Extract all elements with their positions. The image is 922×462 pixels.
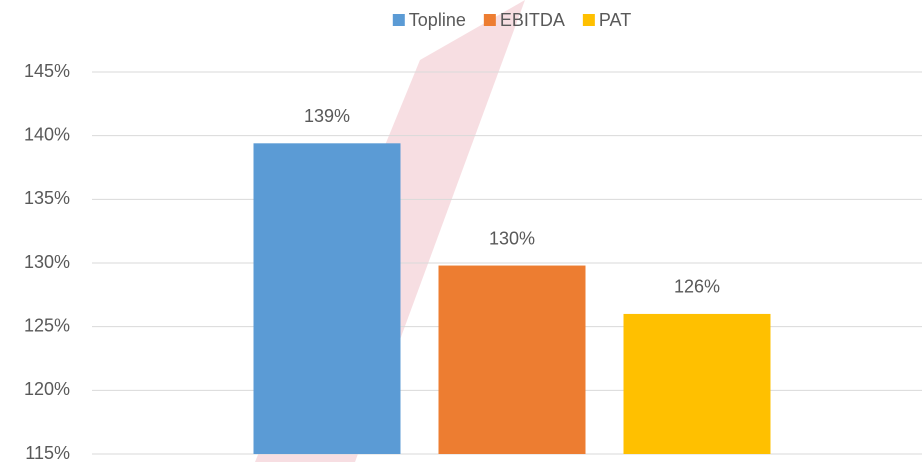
legend-swatch (483, 14, 496, 26)
legend-label: Topline (409, 10, 466, 30)
bar (438, 265, 586, 454)
data-label: 139% (304, 106, 350, 126)
y-tick-label: 115% (25, 443, 70, 462)
y-tick-label: 130% (24, 252, 70, 272)
bar (253, 143, 401, 454)
y-tick-label: 135% (24, 188, 70, 208)
y-tick-label: 140% (24, 124, 70, 144)
legend-swatch (392, 14, 405, 26)
bar (623, 313, 771, 454)
legend-swatch (582, 14, 595, 26)
data-label: 130% (489, 228, 535, 248)
y-tick-label: 125% (24, 315, 70, 335)
y-tick-label: 120% (24, 379, 70, 399)
legend-label: EBITDA (500, 10, 565, 30)
y-tick-label: 145% (24, 61, 70, 81)
legend-label: PAT (599, 10, 631, 30)
data-label: 126% (674, 277, 720, 297)
